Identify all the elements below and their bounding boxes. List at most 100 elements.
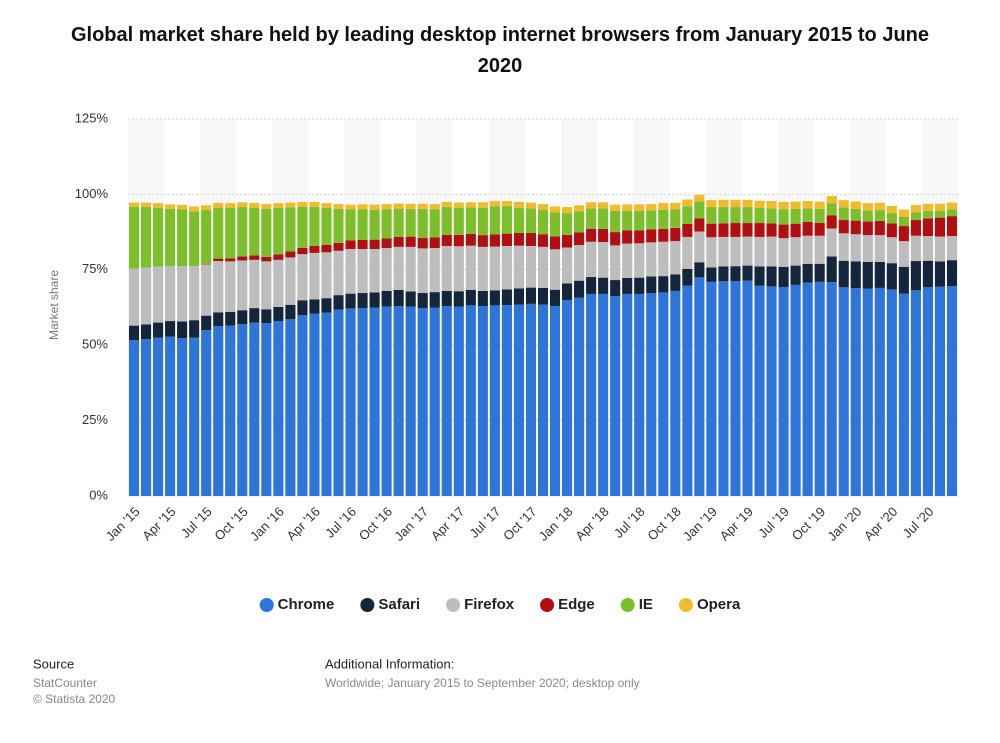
bar-segment bbox=[189, 211, 200, 267]
bar-segment bbox=[429, 292, 440, 308]
bar-segment bbox=[814, 235, 825, 264]
bar-segment bbox=[405, 291, 416, 307]
bar-segment bbox=[670, 202, 681, 210]
bar-segment bbox=[273, 306, 284, 322]
bar-segment bbox=[646, 242, 657, 277]
bar-segment bbox=[321, 252, 332, 299]
bar-segment bbox=[525, 303, 537, 496]
bar-segment bbox=[850, 261, 861, 289]
bar-segment bbox=[128, 202, 140, 207]
bar-segment bbox=[201, 330, 212, 496]
y-axis-label: Market share bbox=[47, 270, 61, 340]
bar-segment bbox=[537, 204, 549, 211]
bar-segment bbox=[730, 236, 741, 267]
bar-segment bbox=[778, 266, 789, 287]
bar-segment bbox=[501, 245, 512, 290]
bar-segment bbox=[273, 259, 284, 307]
bar-segment bbox=[393, 203, 404, 209]
bar-segment bbox=[369, 307, 380, 496]
bar-segment bbox=[140, 324, 152, 340]
bar-segment bbox=[345, 308, 356, 496]
bar-segment bbox=[694, 194, 705, 202]
bar-segment bbox=[826, 203, 837, 216]
legend-item: Safari bbox=[360, 596, 420, 613]
bar-segment bbox=[333, 242, 344, 251]
bar-segment bbox=[297, 254, 308, 301]
bar-segment bbox=[718, 266, 729, 282]
y-tick-label: 0% bbox=[89, 487, 108, 502]
bar-segment bbox=[886, 205, 897, 214]
source-heading: Source bbox=[33, 656, 74, 671]
bar-segment bbox=[694, 262, 705, 278]
bar-segment bbox=[730, 199, 741, 208]
bar-segment bbox=[417, 293, 428, 309]
bar-segment bbox=[682, 206, 693, 224]
bar-segment bbox=[225, 258, 236, 262]
bar-segment bbox=[646, 229, 657, 243]
bar-segment bbox=[766, 208, 777, 224]
bar-segment bbox=[261, 256, 272, 262]
bar-segment bbox=[574, 211, 585, 233]
x-tick-label: Apr '18 bbox=[572, 504, 611, 543]
bar-segment bbox=[838, 233, 849, 261]
x-tick-label: Apr '20 bbox=[861, 504, 900, 543]
bar-segment bbox=[357, 204, 368, 210]
bar-segment bbox=[682, 268, 693, 286]
bar-segment bbox=[634, 243, 645, 278]
bar-segment bbox=[357, 209, 368, 240]
bar-segment bbox=[706, 281, 717, 496]
bar-segment bbox=[261, 208, 272, 257]
bar-segment bbox=[140, 202, 152, 207]
bar-segment bbox=[622, 230, 633, 244]
bar-segment bbox=[898, 226, 909, 242]
bar-segment bbox=[706, 207, 717, 224]
bar-segment bbox=[345, 293, 356, 309]
x-tick-label: Oct '19 bbox=[789, 504, 828, 543]
bar-segment bbox=[610, 210, 621, 233]
bar-segment bbox=[549, 249, 561, 290]
bar-segment bbox=[886, 237, 897, 264]
bar-segment bbox=[670, 209, 681, 228]
bar-segment bbox=[153, 207, 164, 267]
bar-segment bbox=[537, 210, 549, 235]
bar-segment bbox=[862, 210, 873, 222]
bar-segment bbox=[309, 313, 320, 496]
bar-segment bbox=[165, 265, 176, 322]
bar-segment bbox=[177, 266, 188, 322]
bar-segment bbox=[574, 205, 585, 212]
bar-segment bbox=[441, 234, 452, 246]
bar-segment bbox=[874, 261, 885, 288]
bar-segment bbox=[393, 208, 404, 237]
x-tick-label: Oct '15 bbox=[211, 504, 250, 543]
bar-segment bbox=[946, 260, 958, 287]
bar-segment bbox=[790, 201, 801, 209]
bar-segment bbox=[477, 202, 488, 208]
x-tick-label: Jul '15 bbox=[178, 504, 215, 541]
bar-segment bbox=[369, 209, 380, 240]
bar-segment bbox=[213, 207, 224, 259]
bar-segment bbox=[766, 236, 777, 267]
bar-segment bbox=[189, 337, 200, 496]
bar-segment bbox=[309, 206, 320, 246]
bar-segment bbox=[333, 208, 344, 243]
bar-segment bbox=[213, 261, 224, 313]
bar-segment bbox=[549, 236, 561, 250]
bar-segment bbox=[802, 201, 813, 209]
bar-segment bbox=[237, 324, 248, 496]
bar-segment bbox=[586, 208, 597, 229]
bar-segment bbox=[453, 291, 464, 307]
bar-segment bbox=[225, 207, 236, 259]
bar-segment bbox=[140, 339, 152, 496]
bar-segment bbox=[754, 236, 765, 267]
bar-segment bbox=[910, 235, 921, 262]
bar-segment bbox=[778, 209, 789, 225]
bar-segment bbox=[658, 228, 669, 242]
bar-segment bbox=[513, 245, 524, 289]
bar-segment bbox=[730, 266, 741, 281]
bar-segment bbox=[562, 247, 573, 284]
bar-segment bbox=[934, 203, 946, 211]
bar-segment bbox=[189, 320, 200, 338]
bar-segment bbox=[598, 228, 609, 243]
bar-segment bbox=[333, 250, 344, 296]
bar-segment bbox=[381, 209, 392, 239]
